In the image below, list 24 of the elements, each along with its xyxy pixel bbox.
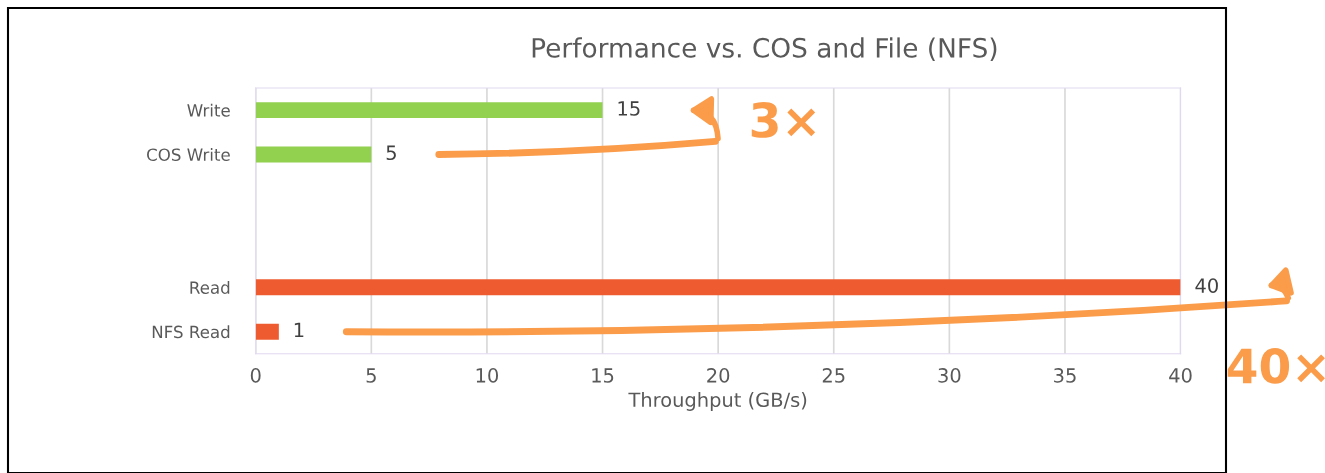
x-tick-label: 40	[1169, 368, 1192, 383]
text: 40×	[1227, 348, 1325, 384]
y-tick-label: NFS Read	[152, 325, 230, 339]
x-tick-label: 35	[1054, 368, 1076, 383]
chart-title: Performance vs. COS and File (NFS)	[532, 37, 997, 61]
x-axis-title: Throughput (GB/s)	[628, 392, 807, 411]
x-tick-label: 5	[366, 368, 376, 383]
x-tick-label: 30	[938, 368, 961, 383]
bar	[255, 146, 372, 163]
bar	[255, 102, 603, 119]
data-label: 5	[386, 145, 396, 161]
data-label: 15	[618, 101, 640, 116]
x-tick-label: 25	[822, 368, 845, 383]
annotation: 3×	[751, 102, 816, 138]
x-tick-label: 10	[476, 368, 499, 383]
bar	[255, 323, 279, 340]
data-label: 1	[294, 322, 304, 338]
y-tick-label: Read	[190, 281, 230, 294]
y-tick-label: COS Write	[147, 148, 230, 161]
x-tick-label: 20	[707, 368, 730, 383]
y-tick-label: Write	[187, 103, 230, 117]
data-label: 40	[1195, 278, 1218, 293]
x-tick-label: 15	[592, 368, 614, 383]
x-tick-label: 0	[250, 368, 261, 383]
